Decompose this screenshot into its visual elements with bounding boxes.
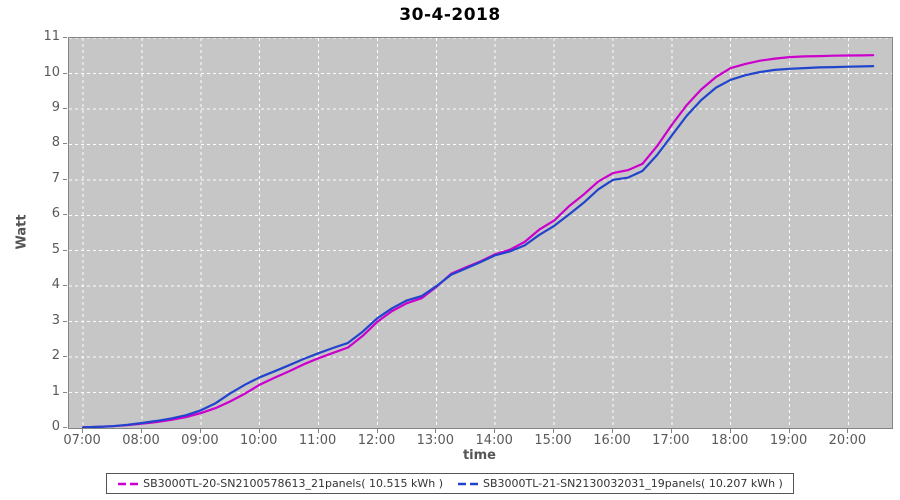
legend-label: SB3000TL-21-SN2130032031_19panels( 10.20… xyxy=(483,477,783,490)
x-tick-mark xyxy=(141,429,142,433)
legend-entry-1: SB3000TL-21-SN2130032031_19panels( 10.20… xyxy=(457,477,783,490)
legend-box: SB3000TL-20-SN2100578613_21panels( 10.51… xyxy=(106,473,794,494)
legend-line-marker xyxy=(118,482,139,485)
y-tick-mark xyxy=(63,143,67,145)
x-tick-label: 12:00 xyxy=(357,433,396,448)
y-tick-label: 1 xyxy=(51,383,60,399)
y-tick-mark xyxy=(63,427,67,428)
x-tick-mark xyxy=(612,429,613,433)
x-tick-label: 17:00 xyxy=(652,433,690,448)
y-tick-mark xyxy=(63,249,67,251)
y-tick-label: 5 xyxy=(51,241,60,257)
y-tick-label: 10 xyxy=(43,64,60,80)
x-tick-mark xyxy=(553,429,555,433)
y-tick-label: 9 xyxy=(51,99,60,115)
x-tick-mark xyxy=(729,429,731,433)
y-tick-mark xyxy=(63,214,67,216)
x-tick-label: 13:00 xyxy=(416,433,455,448)
y-tick-label: 3 xyxy=(51,312,60,328)
plot-area xyxy=(68,37,893,429)
x-tick-mark xyxy=(847,429,849,433)
x-tick-label: 19:00 xyxy=(769,433,808,448)
legend-label: SB3000TL-20-SN2100578613_21panels( 10.51… xyxy=(143,477,443,490)
x-tick-label: 16:00 xyxy=(593,433,631,448)
y-tick-label: 0 xyxy=(51,419,60,434)
x-tick-mark xyxy=(670,429,672,433)
legend: SB3000TL-20-SN2100578613_21panels( 10.51… xyxy=(0,473,900,494)
chart-title: 30-4-2018 xyxy=(399,5,501,25)
x-tick-label: 08:00 xyxy=(122,433,160,448)
x-tick-mark xyxy=(82,429,84,433)
y-tick-mark xyxy=(63,107,67,109)
x-tick-mark xyxy=(199,429,201,433)
x-tick-label: 10:00 xyxy=(239,433,278,448)
x-axis-title: time xyxy=(462,448,497,463)
x-tick-label: 07:00 xyxy=(63,433,101,448)
legend-entry-0: SB3000TL-20-SN2100578613_21panels( 10.51… xyxy=(117,477,443,490)
x-tick-label: 09:00 xyxy=(181,433,219,448)
y-tick-label: 2 xyxy=(51,348,60,364)
y-tick-label: 11 xyxy=(43,29,60,44)
legend-line-marker xyxy=(458,482,478,485)
x-tick-label: 15:00 xyxy=(534,433,572,448)
x-tick-mark xyxy=(317,429,319,433)
y-tick-mark xyxy=(63,356,67,358)
x-tick-label: 11:00 xyxy=(298,433,337,448)
y-tick-label: 7 xyxy=(51,170,60,186)
y-tick-label: 8 xyxy=(51,135,60,151)
x-tick-mark xyxy=(376,429,378,433)
y-tick-mark xyxy=(63,320,67,322)
x-tick-mark xyxy=(435,429,437,433)
x-tick-label: 20:00 xyxy=(828,433,867,448)
y-tick-label: 6 xyxy=(51,206,60,222)
y-tick-mark xyxy=(63,37,67,38)
x-tick-mark xyxy=(788,429,790,433)
x-tick-mark xyxy=(258,429,260,433)
series-line-0 xyxy=(82,54,875,428)
x-tick-label: 14:00 xyxy=(475,433,513,448)
y-tick-mark xyxy=(63,391,67,393)
y-tick-mark xyxy=(63,72,67,74)
y-tick-mark xyxy=(63,285,67,287)
plot-canvas xyxy=(69,38,892,428)
y-tick-label: 4 xyxy=(51,277,60,293)
x-tick-mark xyxy=(494,429,496,433)
series-line-1 xyxy=(82,65,875,428)
x-tick-label: 18:00 xyxy=(710,433,749,448)
y-tick-mark xyxy=(63,178,67,180)
